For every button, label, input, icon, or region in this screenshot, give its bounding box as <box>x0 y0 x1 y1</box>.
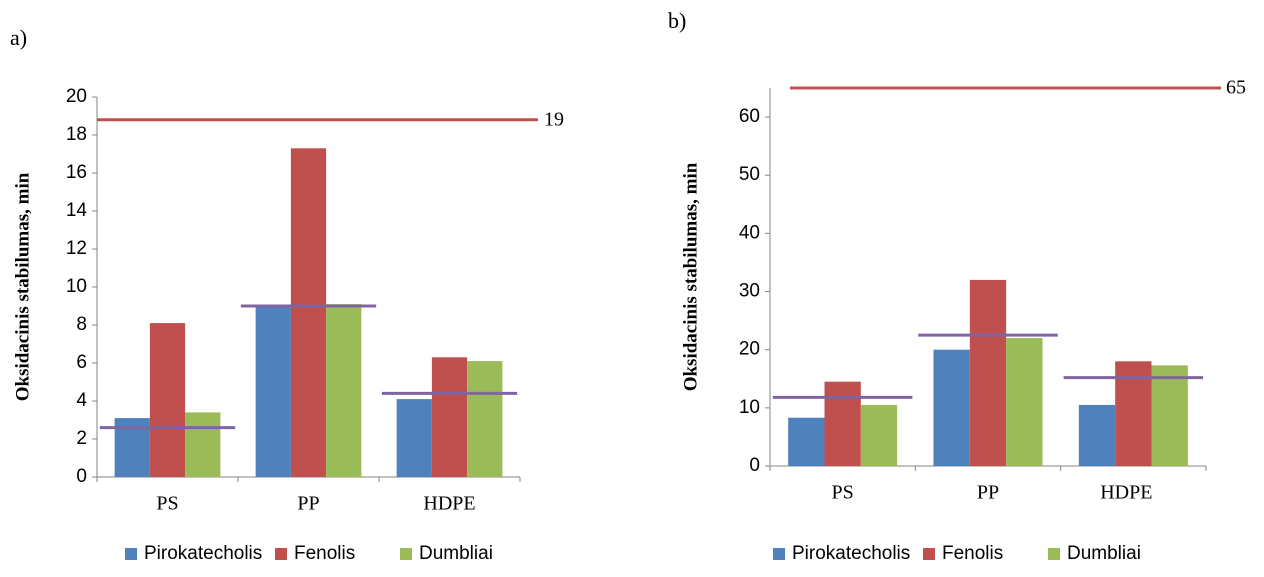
legend-label: Pirokatecholis <box>792 543 910 564</box>
y-tick-label: 14 <box>66 200 88 221</box>
category-label: PS <box>156 493 178 515</box>
bar-dumbliai-hdpe <box>1151 365 1188 466</box>
bar-fenolis-ps <box>149 323 186 477</box>
y-tick-label: 20 <box>739 339 760 360</box>
y-tick-label: 50 <box>739 164 760 185</box>
legend-swatch-dumbliai <box>400 548 412 560</box>
y-axis-title: Oksidacinis stabilumas, min <box>12 172 33 401</box>
legend-swatch-fenolis <box>923 548 935 560</box>
bar-fenolis-hdpe <box>431 357 468 477</box>
y-tick-label: 0 <box>749 455 760 476</box>
y-axis-title: Oksidacinis stabilumas, min <box>680 162 701 391</box>
bar-fenolis-pp <box>969 279 1007 466</box>
y-tick-label: 6 <box>76 352 87 373</box>
y-tick-label: 0 <box>76 466 87 487</box>
panel-label: a) <box>10 25 27 50</box>
category-label: HDPE <box>1100 482 1152 504</box>
legend-label: Dumbliai <box>1067 543 1141 564</box>
y-tick-label: 40 <box>739 222 760 243</box>
y-tick-label: 18 <box>66 124 87 145</box>
y-tick-label: 4 <box>76 390 87 411</box>
y-tick-label: 16 <box>66 162 87 183</box>
bar-pirokatecholis-pp <box>255 306 291 477</box>
panel-label: b) <box>668 8 686 33</box>
legend-label: Dumbliai <box>419 543 493 564</box>
reference-line-label: 65 <box>1226 77 1246 99</box>
legend-swatch-pirokatecholis <box>125 548 137 560</box>
y-tick-label: 20 <box>66 86 87 107</box>
bar-dumbliai-pp <box>1006 338 1043 466</box>
bar-pirokatecholis-hdpe <box>396 399 432 477</box>
legend-swatch-dumbliai <box>1048 548 1060 560</box>
bar-dumbliai-ps <box>185 412 221 477</box>
y-tick-label: 2 <box>76 428 87 449</box>
bar-pirokatecholis-ps <box>788 417 825 466</box>
y-tick-label: 30 <box>739 281 760 302</box>
chart-panel-a: a) 0 2 4 6 8 10 12 14 16 18 20 Oksidacinis stabiluma… <box>10 25 564 564</box>
bar-dumbliai-pp <box>326 304 362 477</box>
bar-fenolis-ps <box>824 381 861 466</box>
legend-label: Fenolis <box>294 543 355 564</box>
y-tick-label: 60 <box>739 106 760 127</box>
legend-label: Pirokatecholis <box>144 543 262 564</box>
bar-fenolis-pp <box>290 148 327 478</box>
bar-dumbliai-hdpe <box>467 361 503 477</box>
legend-swatch-fenolis <box>275 548 287 560</box>
category-label: HDPE <box>423 493 475 515</box>
y-tick-label: 12 <box>66 238 87 259</box>
legend-label: Fenolis <box>942 543 1003 564</box>
y-tick-label: 10 <box>739 397 760 418</box>
bar-dumbliai-ps <box>860 404 898 466</box>
chart-panel-b: b) 0 10 20 30 40 50 60 Oksidacinis stabilumas, m… <box>668 8 1246 564</box>
category-label: PP <box>977 482 999 504</box>
category-label: PS <box>832 482 854 504</box>
bar-pirokatecholis-pp <box>933 349 970 466</box>
y-tick-label: 8 <box>76 314 87 335</box>
y-tick-label: 10 <box>66 276 87 297</box>
reference-line-label: 19 <box>544 108 564 130</box>
bar-pirokatecholis-hdpe <box>1078 404 1116 466</box>
legend-swatch-pirokatecholis <box>773 548 785 560</box>
category-label: PP <box>297 493 319 515</box>
